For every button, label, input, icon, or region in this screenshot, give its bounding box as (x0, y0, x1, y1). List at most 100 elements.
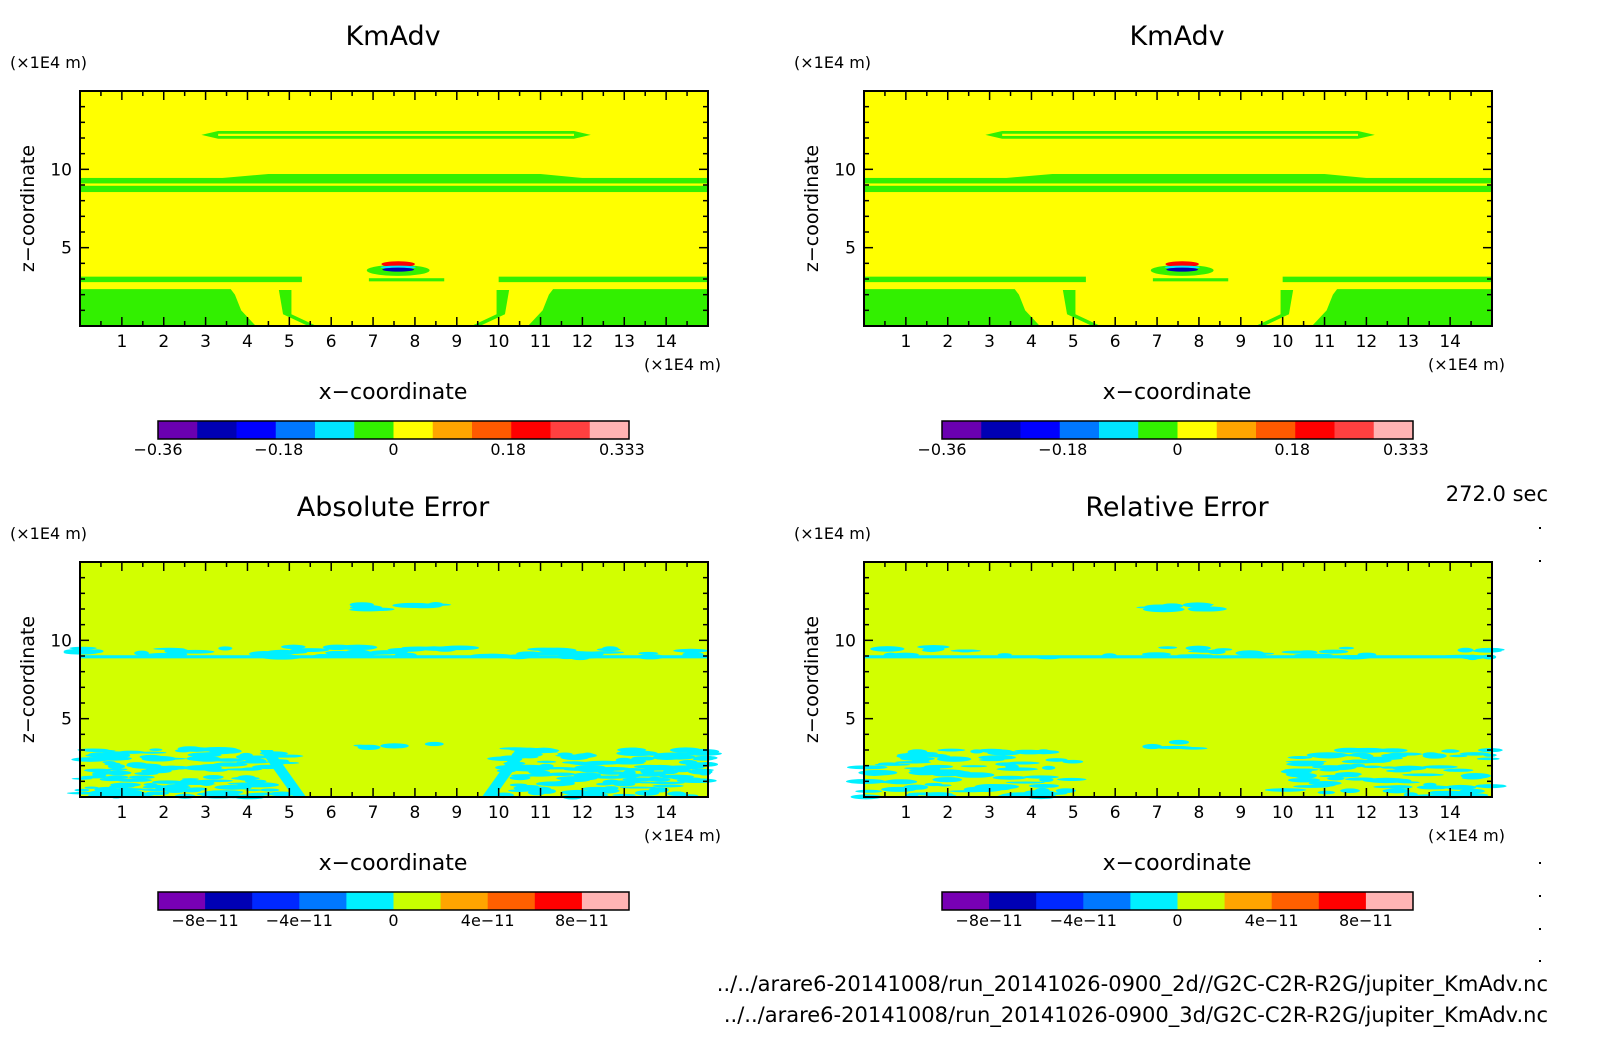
x-unit-label: (×1E4 m) (1428, 826, 1505, 845)
error-speckle-left (948, 790, 985, 793)
plot-area (80, 91, 708, 326)
panel-3: Absolute Error(×1E4 m)1 2 3 4 5 6 7 8 9 10 11 12 13 1… (10, 492, 722, 930)
y-tick-label: 10 (834, 631, 856, 651)
panel-title: Relative Error (1085, 492, 1269, 523)
error-speckle-mid (134, 650, 149, 656)
upper-band-gap (1002, 133, 1359, 136)
error-speckle-left (1036, 749, 1051, 755)
error-speckle-mid (89, 649, 104, 654)
error-speckle-right (1361, 765, 1382, 769)
colorbar-swatch (236, 421, 277, 439)
colorbar-swatch (252, 892, 300, 910)
file-path-3d: ../../arare6-20141008/run_20141026-0900_… (723, 1003, 1548, 1027)
y-tick-label: 10 (50, 631, 72, 651)
colorbar-tick-label: 8e−11 (555, 911, 609, 930)
panel-title: KmAdv (1129, 21, 1224, 52)
error-speckle-mid (527, 647, 561, 651)
error-speckle-mid (1457, 647, 1474, 653)
colorbar: −0.36 −0.18 0 0.18 0.333 (917, 420, 1429, 459)
error-speckle-mid (1293, 653, 1334, 657)
error-speckle-left (978, 755, 1016, 760)
error-speckle-right (528, 770, 551, 775)
error-speckle-right (1349, 763, 1366, 768)
error-speckle-mid (1357, 652, 1377, 657)
colorbar-frame (157, 420, 630, 440)
colorbar-tick-label: −8e−11 (171, 911, 238, 930)
low-band (1282, 276, 1492, 283)
colorbar-tick-label: 0.333 (599, 440, 645, 459)
error-speckle-left (80, 775, 110, 779)
error-speckle-mid (345, 649, 370, 655)
x-unit-label: (×1E4 m) (1428, 355, 1505, 374)
colorbar-tick-label: −0.36 (133, 440, 182, 459)
error-speckle-right (1365, 777, 1407, 784)
error-speckle-right (1385, 785, 1413, 789)
error-speckle-right (1441, 749, 1460, 753)
colorbar-swatch (440, 892, 489, 910)
bottom-block-left (864, 289, 1040, 326)
colorbar-swatch (1036, 892, 1084, 910)
error-speckle-right (1402, 773, 1444, 777)
error-speckle-top (1187, 606, 1227, 612)
error-speckle-right (1363, 756, 1403, 761)
error-speckle-low (1168, 739, 1190, 745)
colorbar-swatch (1295, 421, 1335, 439)
error-speckle-right (1483, 753, 1497, 757)
x-tick-label: 8 (1194, 803, 1205, 823)
field-background (80, 91, 708, 326)
colorbar-swatch (1271, 892, 1320, 910)
bottom-wedge-right (471, 289, 510, 326)
x-tick-label: 6 (326, 332, 337, 352)
error-speckle-left (846, 765, 888, 770)
y-axis-label: z−coordinate (801, 616, 823, 743)
colorbar-swatch (550, 421, 591, 439)
error-speckle-right (582, 786, 613, 791)
colorbar-frame (941, 420, 1414, 440)
x-tick-label: 6 (1110, 332, 1121, 352)
error-speckle-right (1475, 784, 1507, 789)
x-tick-label: 3 (984, 332, 995, 352)
colorbar-swatch (197, 421, 237, 439)
colorbar-swatch (299, 892, 347, 910)
error-speckle-left (141, 755, 176, 762)
low-band (368, 278, 445, 282)
colorbar-tick-label: −4e−11 (266, 911, 333, 930)
error-speckle-right (686, 751, 722, 756)
colorbar-swatch (472, 421, 512, 439)
x-tick-label: 10 (1272, 332, 1294, 352)
error-wedge-left (260, 750, 307, 797)
x-axis-label: x−coordinate (319, 380, 468, 405)
colorbar-tick-label: −0.36 (917, 440, 966, 459)
error-speckle-right (1416, 785, 1449, 790)
low-band (864, 276, 1086, 283)
x-tick-label: 10 (1272, 803, 1294, 823)
colorbar-swatch (1177, 421, 1218, 439)
low-band (1152, 278, 1229, 282)
colorbar-swatch (1224, 892, 1273, 910)
error-speckle-mid (1214, 648, 1233, 651)
error-speckle-left (925, 769, 965, 775)
error-speckle-right (654, 757, 684, 760)
y-tick-label: 5 (845, 239, 856, 259)
error-speckle-mid (589, 651, 625, 654)
colorbar-swatch (1256, 421, 1296, 439)
y-unit-label: (×1E4 m) (10, 53, 87, 72)
error-speckle-mid (1141, 652, 1172, 657)
error-speckle-right (1449, 754, 1468, 758)
error-speckle-mid (1211, 656, 1236, 659)
x-tick-label: 12 (572, 332, 594, 352)
y-tick-label: 5 (845, 710, 856, 730)
error-speckle-left (970, 749, 984, 754)
colorbar-tick-label: 4e−11 (1245, 911, 1299, 930)
error-speckle-mid (69, 646, 97, 650)
upper-band-gap (218, 133, 575, 136)
error-speckle-left (1023, 775, 1059, 779)
error-speckle-low (380, 743, 409, 749)
error-speckle-mid (673, 648, 709, 653)
colorbar-tick-label: 8e−11 (1339, 911, 1393, 930)
error-speckle-right (1264, 788, 1307, 792)
colorbar-swatch (1216, 421, 1257, 439)
x-tick-label: 3 (984, 803, 995, 823)
field-background (80, 562, 708, 797)
error-speckle-left (878, 781, 912, 784)
